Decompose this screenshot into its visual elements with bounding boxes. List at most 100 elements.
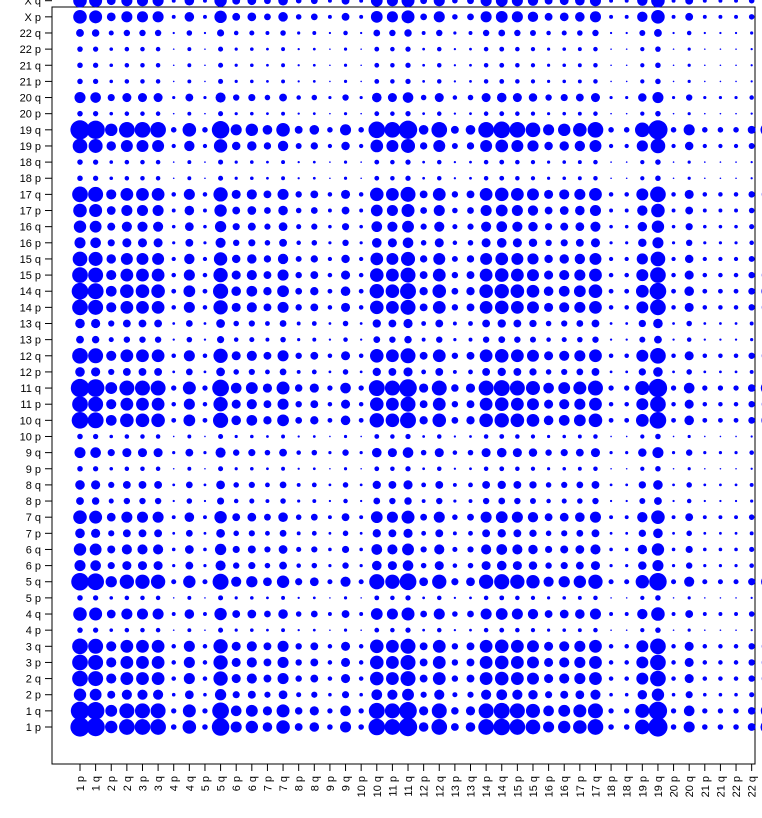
- data-point: [609, 0, 613, 3]
- data-point: [575, 545, 584, 554]
- data-point: [119, 719, 135, 735]
- data-point: [650, 283, 667, 300]
- data-point: [749, 547, 754, 552]
- x-tick-label: 10 p: [356, 776, 368, 797]
- data-point: [499, 628, 504, 633]
- data-point: [640, 63, 644, 67]
- data-point: [387, 512, 398, 523]
- y-tick-label: 7 p: [26, 528, 41, 540]
- data-point: [276, 123, 290, 137]
- data-point: [419, 722, 429, 732]
- data-point: [452, 272, 458, 278]
- data-point: [688, 161, 691, 164]
- data-point: [385, 122, 401, 138]
- data-point: [547, 64, 550, 67]
- data-point: [312, 531, 317, 536]
- data-point: [735, 484, 738, 487]
- data-point: [233, 369, 239, 375]
- data-point: [399, 121, 417, 139]
- data-point: [173, 468, 175, 470]
- data-point: [560, 513, 569, 522]
- data-point: [734, 579, 739, 584]
- data-point: [298, 468, 300, 470]
- data-point: [452, 659, 458, 665]
- data-point: [421, 531, 426, 536]
- data-point: [734, 225, 738, 229]
- data-point: [74, 220, 86, 232]
- data-point: [751, 597, 753, 599]
- data-point: [93, 79, 98, 84]
- data-point: [359, 402, 364, 407]
- data-point: [212, 121, 230, 139]
- data-point: [593, 176, 598, 181]
- data-point: [202, 579, 207, 584]
- data-point: [187, 63, 191, 67]
- data-point: [310, 303, 318, 311]
- data-point: [106, 576, 117, 587]
- data-point: [562, 63, 566, 67]
- data-point: [264, 352, 272, 360]
- data-point: [232, 610, 240, 618]
- data-point: [640, 112, 644, 116]
- data-point: [135, 703, 150, 718]
- data-point: [204, 500, 206, 502]
- data-point: [451, 384, 459, 392]
- data-point: [280, 320, 287, 327]
- data-point: [672, 451, 675, 454]
- data-point: [390, 47, 395, 52]
- data-point: [640, 176, 644, 180]
- data-point: [672, 241, 675, 244]
- data-point: [636, 301, 648, 313]
- data-point: [526, 704, 540, 718]
- data-point: [327, 724, 333, 730]
- data-point: [360, 371, 363, 374]
- data-point: [467, 692, 473, 698]
- data-point: [435, 481, 443, 489]
- data-point: [107, 610, 116, 619]
- data-point: [590, 544, 600, 554]
- data-point: [312, 95, 318, 101]
- data-point: [544, 255, 552, 263]
- data-point: [451, 707, 459, 715]
- data-point: [610, 371, 613, 374]
- data-point: [155, 498, 161, 504]
- data-point: [342, 546, 349, 553]
- data-point: [341, 255, 349, 263]
- data-point: [748, 723, 756, 731]
- data-point: [108, 320, 114, 326]
- data-point: [671, 644, 676, 649]
- data-point: [547, 48, 550, 51]
- data-point: [624, 402, 629, 407]
- y-tick-label: 1 q: [26, 706, 41, 718]
- data-point: [124, 30, 130, 36]
- data-point: [185, 239, 193, 247]
- data-point: [246, 576, 257, 587]
- data-point: [374, 628, 379, 633]
- data-point: [513, 238, 522, 247]
- data-point: [512, 0, 523, 6]
- data-point: [172, 0, 176, 3]
- data-point: [310, 352, 318, 360]
- data-point: [511, 414, 525, 428]
- data-point: [344, 48, 347, 51]
- data-point: [718, 192, 723, 197]
- data-point: [478, 719, 494, 735]
- data-point: [626, 48, 628, 50]
- data-point: [125, 467, 130, 472]
- data-point: [436, 30, 442, 36]
- data-point: [734, 548, 738, 552]
- data-point: [636, 285, 649, 298]
- data-point: [360, 322, 363, 325]
- data-point: [686, 369, 692, 375]
- data-point: [750, 31, 753, 34]
- data-point: [590, 0, 601, 6]
- data-point: [108, 562, 115, 569]
- data-point: [733, 724, 739, 730]
- data-point: [312, 31, 316, 35]
- data-point: [468, 240, 474, 246]
- data-point: [121, 608, 132, 619]
- data-point: [626, 436, 628, 438]
- data-point: [342, 0, 350, 5]
- data-point: [609, 644, 614, 649]
- data-point: [431, 122, 447, 138]
